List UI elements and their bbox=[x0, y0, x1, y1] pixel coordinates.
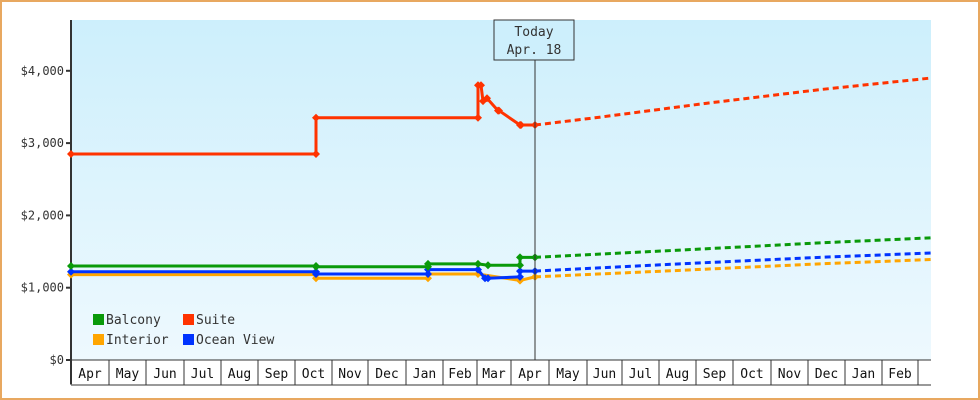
x-tick-label: Sep bbox=[703, 367, 727, 382]
x-tick-label: Jun bbox=[153, 367, 176, 382]
data-point[interactable] bbox=[516, 253, 524, 262]
legend-swatch bbox=[183, 334, 194, 345]
x-tick-label: Jan bbox=[413, 367, 436, 382]
x-tick-label: Feb bbox=[448, 367, 472, 382]
legend-label[interactable]: Balcony bbox=[106, 313, 161, 328]
data-point[interactable] bbox=[517, 121, 525, 130]
legend-swatch bbox=[93, 314, 104, 325]
x-tick-label: May bbox=[556, 367, 580, 382]
x-tick-label: Jul bbox=[191, 367, 214, 382]
data-point[interactable] bbox=[67, 262, 75, 271]
data-point[interactable] bbox=[424, 274, 432, 283]
data-point[interactable] bbox=[312, 269, 320, 278]
x-tick-label: Aug bbox=[228, 367, 251, 382]
today-date: Apr. 18 bbox=[507, 43, 562, 58]
data-point[interactable] bbox=[424, 259, 432, 268]
forecast-line-interior bbox=[534, 258, 932, 279]
y-axis: $0 $1,000 $2,000 $3,000 $4,000 bbox=[21, 20, 72, 384]
legend-label[interactable]: Interior bbox=[106, 333, 169, 348]
forecast-line-balcony bbox=[534, 236, 932, 259]
today-marker: Today Apr. 18 bbox=[493, 19, 575, 360]
x-tick-label: Aug bbox=[666, 367, 689, 382]
data-point[interactable] bbox=[474, 259, 482, 268]
x-tick-label: Dec bbox=[375, 367, 398, 382]
legend: Balcony Suite Interior Ocean View bbox=[93, 313, 274, 348]
legend-label[interactable]: Suite bbox=[196, 313, 235, 328]
data-point[interactable] bbox=[484, 274, 492, 283]
y-tick-label: $4,000 bbox=[21, 64, 64, 78]
x-tick-label: Sep bbox=[265, 367, 289, 382]
x-tick-label: Dec bbox=[815, 367, 838, 382]
today-label: Today bbox=[514, 25, 553, 40]
data-point[interactable] bbox=[312, 274, 320, 283]
y-tick-label: $1,000 bbox=[21, 281, 64, 295]
y-tick-label: $3,000 bbox=[21, 136, 64, 150]
x-tick-label: Oct bbox=[740, 367, 763, 382]
x-tick-label: Jan bbox=[852, 367, 875, 382]
data-point[interactable] bbox=[312, 113, 320, 122]
data-point[interactable] bbox=[516, 272, 524, 281]
data-point[interactable] bbox=[424, 269, 432, 278]
y-tick-label: $0 bbox=[50, 353, 64, 367]
x-tick-label: Jul bbox=[629, 367, 652, 382]
data-point[interactable] bbox=[516, 261, 524, 270]
x-tick-label: Nov bbox=[778, 367, 802, 382]
series-lines bbox=[67, 76, 932, 285]
x-tick-label: Feb bbox=[888, 367, 912, 382]
data-point[interactable] bbox=[477, 81, 485, 90]
forecast-line-ocean-view bbox=[534, 251, 932, 273]
legend-label[interactable]: Ocean View bbox=[196, 333, 274, 348]
data-point[interactable] bbox=[312, 149, 320, 158]
data-point[interactable] bbox=[474, 265, 482, 274]
data-point[interactable] bbox=[516, 267, 524, 276]
x-tick-label: Jun bbox=[593, 367, 616, 382]
data-point[interactable] bbox=[484, 261, 492, 270]
x-tick-label: Oct bbox=[302, 367, 325, 382]
data-point[interactable] bbox=[495, 106, 503, 115]
data-point[interactable] bbox=[67, 149, 75, 158]
y-tick-label: $2,000 bbox=[21, 208, 64, 222]
x-axis: Apr May Jun Jul Aug Sep Oct Nov Dec Jan Feb Mar Apr M… bbox=[70, 359, 931, 386]
data-point[interactable] bbox=[483, 94, 491, 103]
legend-swatch bbox=[183, 314, 194, 325]
plot-area bbox=[71, 20, 931, 360]
forecast-line-suite bbox=[534, 76, 932, 127]
x-tick-label: Apr bbox=[518, 367, 542, 382]
x-tick-label: Apr bbox=[78, 367, 102, 382]
legend-swatch bbox=[93, 334, 104, 345]
x-tick-label: Mar bbox=[482, 367, 506, 382]
data-point[interactable] bbox=[67, 267, 75, 276]
x-tick-label: Nov bbox=[338, 367, 362, 382]
x-tick-label: May bbox=[116, 367, 140, 382]
data-point[interactable] bbox=[474, 113, 482, 122]
data-point[interactable] bbox=[312, 262, 320, 271]
